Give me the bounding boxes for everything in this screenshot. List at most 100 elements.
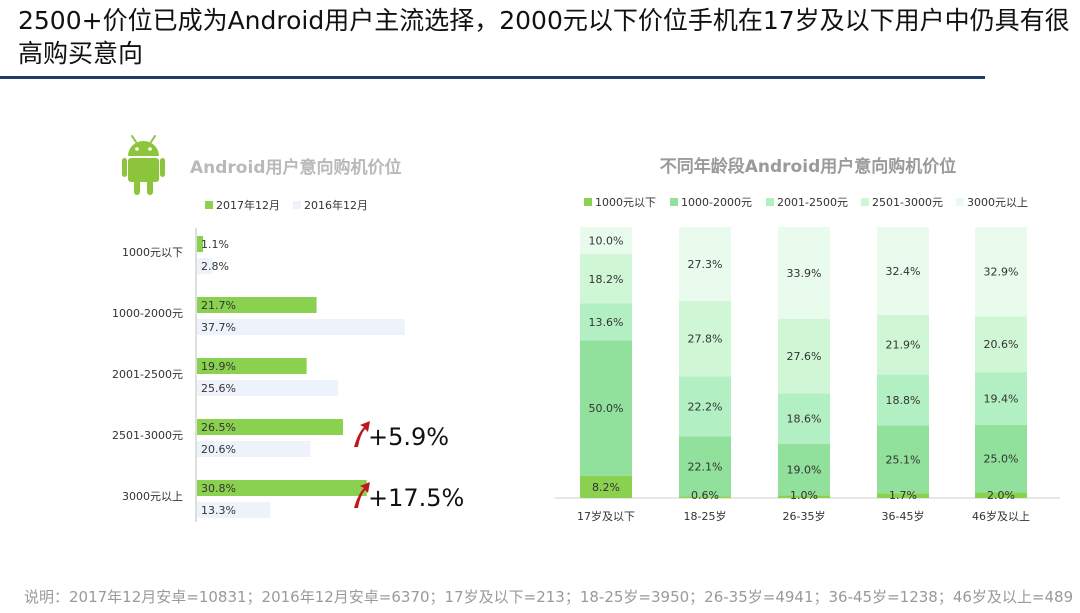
stack-segment-1 — [975, 424, 1027, 493]
segment-value-label: 50.0% — [589, 402, 624, 415]
stack-segment-2 — [778, 393, 830, 444]
bar-1 — [197, 380, 339, 396]
bar-0 — [197, 358, 307, 374]
stack-segment-2 — [975, 372, 1027, 425]
stack-segment-0 — [580, 475, 632, 498]
segment-value-label: 27.8% — [688, 333, 723, 346]
category-label: 17岁及以下 — [577, 509, 635, 523]
stack-segment-2 — [580, 303, 632, 341]
left-chart-bars: 1000元以下 1.1% 2.8% 1000-2000元 21.7% 37.7% 2001-… — [112, 228, 464, 522]
footnote: 说明：2017年12月安卓=10831；2016年12月安卓=6370；17岁及… — [24, 588, 1074, 606]
segment-value-label: 13.6% — [589, 316, 624, 329]
bar-value-label: 13.3% — [201, 504, 236, 517]
bar-0 — [197, 419, 344, 435]
stack-segment-3 — [975, 316, 1027, 373]
bar-value-label: 1.1% — [201, 238, 229, 251]
legend-swatch-1 — [670, 198, 678, 206]
segment-value-label: 22.2% — [688, 400, 723, 413]
category-label: 3000元以上 — [122, 490, 183, 503]
category-label: 36-45岁 — [882, 509, 925, 523]
segment-value-label: 33.9% — [787, 267, 822, 280]
legend-label-0: 2017年12月 — [216, 198, 280, 212]
up-arrow-icon — [354, 482, 370, 508]
stack-segment-0 — [778, 495, 830, 498]
bar-value-label: 25.6% — [201, 382, 236, 395]
stack-segment-2 — [679, 376, 731, 437]
legend-swatch-2 — [766, 198, 774, 206]
legend-label-2: 2001-2500元 — [777, 196, 848, 209]
left-chart: Android用户意向购机价位 2017年12月 2016年12月 1000元以下… — [112, 135, 464, 522]
stack-segment-1 — [778, 443, 830, 496]
category-label: 1000-2000元 — [112, 307, 183, 320]
growth-annotation: +5.9% — [368, 423, 449, 451]
bar-0 — [197, 236, 204, 252]
growth-annotation: +17.5% — [368, 484, 464, 512]
segment-value-label: 21.9% — [886, 339, 921, 352]
legend-swatch-4 — [956, 198, 964, 206]
segment-value-label: 32.4% — [886, 265, 921, 278]
segment-value-label: 8.2% — [592, 481, 620, 494]
category-label: 26-35岁 — [783, 509, 826, 523]
segment-value-label: 10.0% — [589, 235, 624, 248]
segment-value-label: 18.8% — [886, 394, 921, 407]
segment-value-label: 27.3% — [688, 258, 723, 271]
legend-label-1: 2016年12月 — [304, 198, 368, 212]
category-label: 1000元以下 — [122, 246, 183, 259]
stack-segment-0 — [679, 496, 731, 498]
bar-value-label: 20.6% — [201, 443, 236, 456]
stack-segment-4 — [877, 227, 929, 315]
bar-1 — [197, 319, 405, 335]
segment-value-label: 32.9% — [984, 266, 1019, 279]
bar-1 — [197, 502, 271, 518]
stack-segment-3 — [679, 300, 731, 377]
segment-value-label: 0.6% — [691, 489, 719, 502]
bar-value-label: 2.8% — [201, 260, 229, 273]
bar-0 — [197, 297, 317, 313]
segment-value-label: 22.1% — [688, 460, 723, 473]
segment-value-label: 2.0% — [987, 489, 1015, 502]
up-arrow-shape — [354, 482, 370, 508]
bar-1 — [197, 441, 311, 457]
right-chart-legend: 1000元以下 1000-2000元 2001-2500元 2501-3000元 300… — [584, 196, 1028, 209]
legend-swatch-3 — [861, 198, 869, 206]
android-robot-icon — [122, 135, 165, 195]
stack-segment-3 — [778, 318, 830, 394]
up-arrow-shape — [354, 421, 370, 447]
bar-value-label: 26.5% — [201, 421, 236, 434]
stack-segment-1 — [580, 340, 632, 476]
bar-1 — [197, 258, 213, 274]
segment-value-label: 25.0% — [984, 453, 1019, 466]
legend-swatch-0 — [584, 198, 592, 206]
category-label: 2501-3000元 — [112, 429, 183, 442]
stack-segment-4 — [679, 227, 731, 301]
segment-value-label: 18.6% — [787, 413, 822, 426]
up-arrow-icon — [354, 421, 370, 447]
segment-value-label: 27.6% — [787, 350, 822, 363]
legend-label-1: 1000-2000元 — [681, 196, 752, 209]
bar-value-label: 21.7% — [201, 299, 236, 312]
left-chart-legend: 2017年12月 2016年12月 — [205, 198, 368, 212]
stack-segment-0 — [975, 492, 1027, 498]
legend-label-4: 3000元以上 — [967, 196, 1028, 209]
stack-segment-1 — [877, 425, 929, 494]
page-title: 2500+价位已成为Android用户主流选择，2000元以下价位手机在17岁及… — [18, 6, 1070, 68]
stack-segment-4 — [778, 227, 830, 319]
bar-value-label: 19.9% — [201, 360, 236, 373]
legend-swatch-0 — [205, 201, 213, 209]
title-rule — [0, 76, 985, 79]
stack-segment-4 — [975, 227, 1027, 317]
segment-value-label: 1.7% — [889, 489, 917, 502]
bar-value-label: 30.8% — [201, 482, 236, 495]
right-chart-bars: 8.2% 50.0% 13.6% 18.2% 10.0% 17岁及以下 0.6% 22.1% 2… — [555, 227, 1060, 523]
left-chart-title: Android用户意向购机价位 — [190, 157, 402, 178]
right-chart-title: 不同年龄段Android用户意向购机价位 — [660, 156, 957, 177]
bar-0 — [197, 480, 367, 496]
bar-value-label: 37.7% — [201, 321, 236, 334]
segment-value-label: 19.0% — [787, 464, 822, 477]
segment-value-label: 20.6% — [984, 338, 1019, 351]
category-label: 18-25岁 — [684, 509, 727, 523]
stack-segment-3 — [877, 314, 929, 375]
stack-segment-1 — [679, 436, 731, 497]
legend-label-0: 1000元以下 — [595, 196, 656, 209]
stack-segment-2 — [877, 374, 929, 426]
